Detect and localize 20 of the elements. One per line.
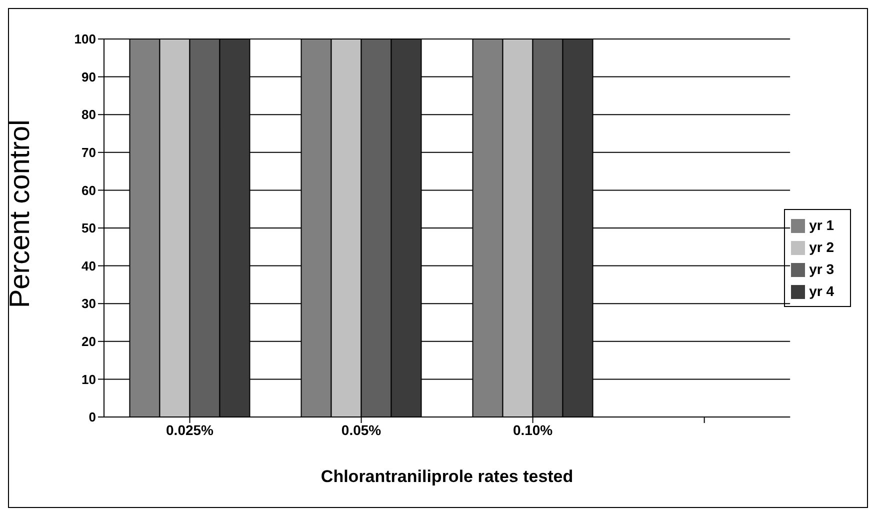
y-tick-label: 70 [82,145,96,160]
legend-label: yr 3 [809,261,834,277]
y-tick-label: 100 [74,32,96,47]
x-axis-title: Chlorantraniliprole rates tested [320,467,574,486]
y-tick-label: 90 [82,69,96,84]
y-tick-label: 50 [82,220,96,236]
y-axis-title: Percent control [4,120,35,308]
legend-label: yr 1 [809,217,834,233]
y-tick-label: 0 [88,410,96,425]
y-tick-label: 20 [82,334,96,350]
y-tick-label: 80 [82,107,96,122]
x-tick-label: 0.025% [166,422,214,438]
y-tick-label: 30 [82,296,96,312]
y-tick-label: 40 [82,258,96,274]
y-tick-label: 60 [82,182,96,198]
x-tick-label: 0.05% [341,422,382,438]
y-tick-label: 10 [82,372,96,387]
legend-label: yr 2 [809,239,834,255]
legend-label: yr 4 [809,283,834,299]
x-tick-label: 0.10% [512,422,554,438]
